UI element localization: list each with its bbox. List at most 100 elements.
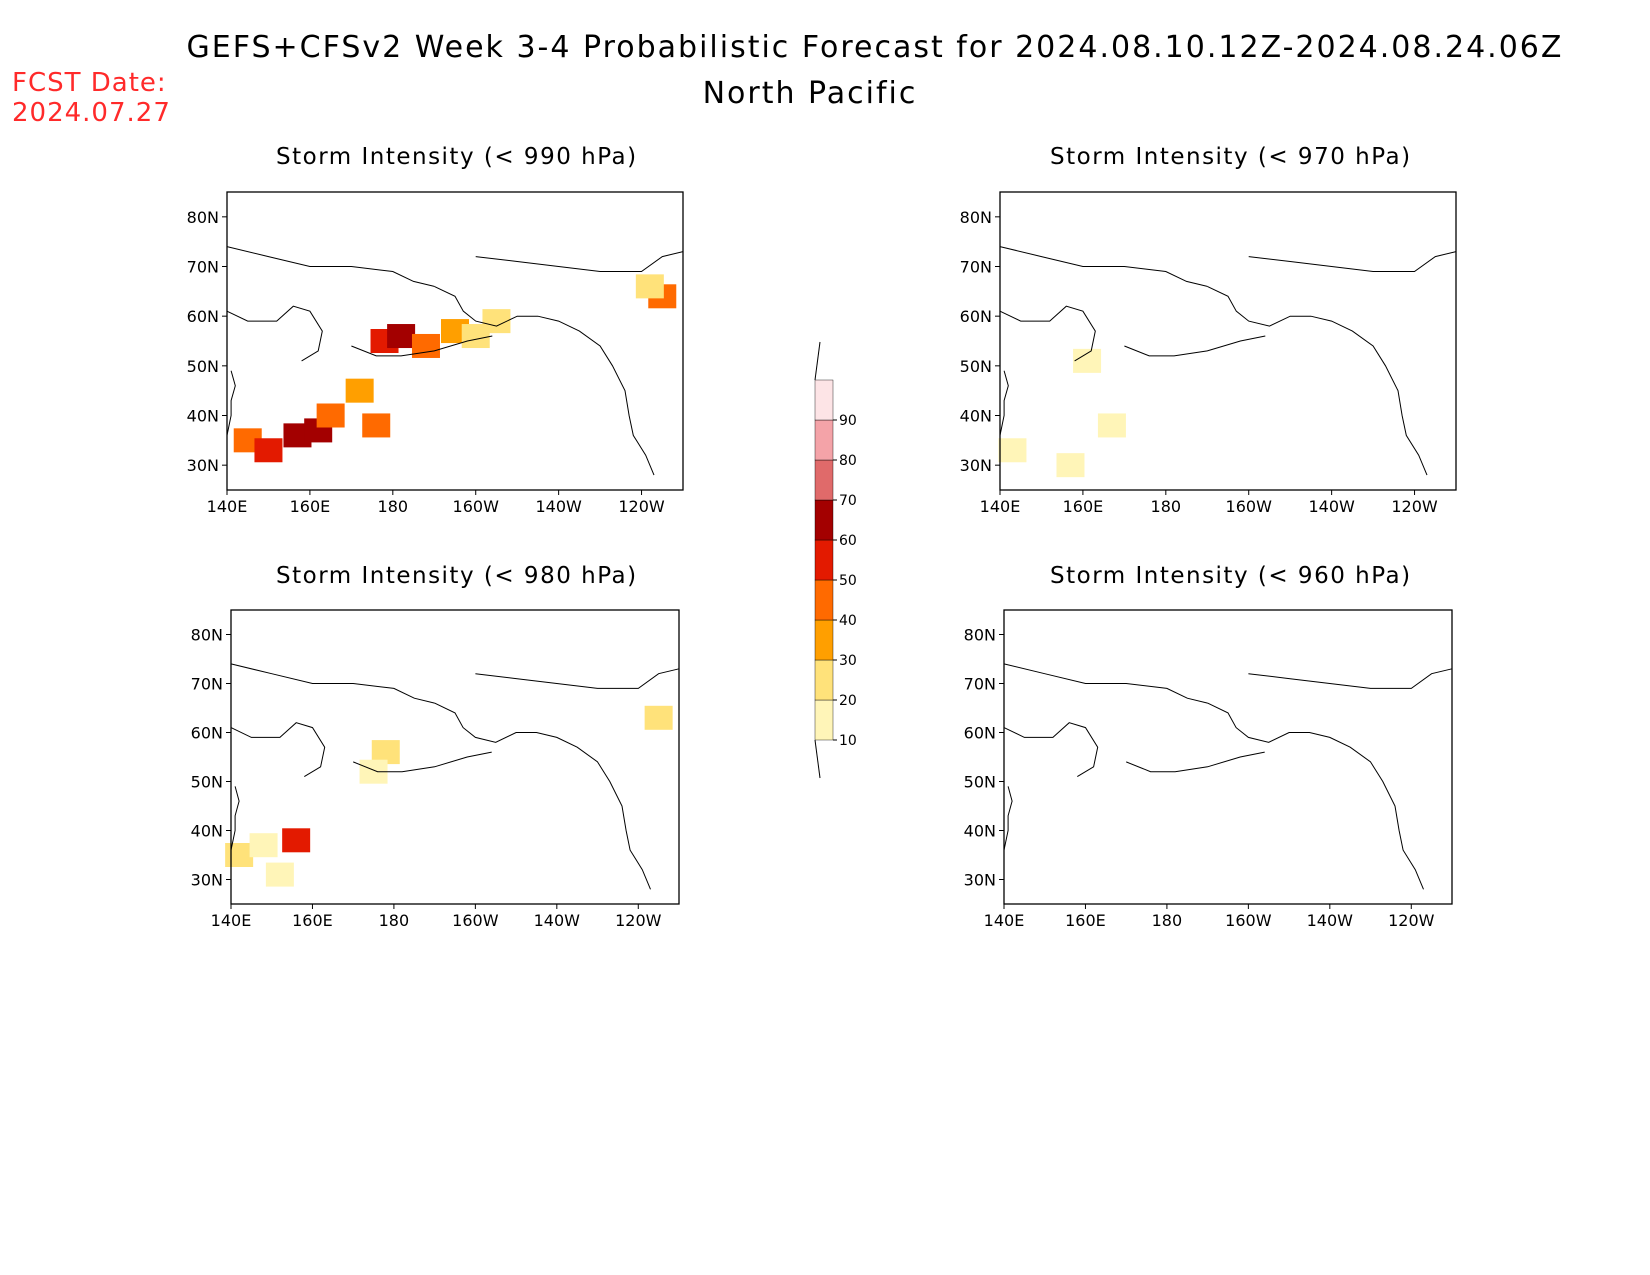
map-panel-p970: 80N 70N 60N 50N 40N 30N 140E 160E 180 160W 140W 120… [960,191,1457,516]
lat-tick-label: 40N [191,822,223,841]
coastline [230,722,326,778]
coastline [353,751,492,773]
coastline [230,663,435,704]
lat-tick-label: 70N [960,258,992,277]
panel-title-980: Storm Intensity (< 980 hPa) [276,563,638,589]
map-frame [999,191,1457,491]
colorbar-segment [814,579,834,621]
probability-patch [1097,413,1126,438]
chart-title: GEFS+CFSv2 Week 3-4 Probabilistic Foreca… [186,30,1564,65]
lat-tick-label: 40N [964,822,996,841]
coastline [999,246,1208,287]
lat-tick-label: 30N [187,456,219,475]
lon-tick-label: 160E [290,497,331,516]
probability-patch [362,413,391,438]
lon-tick-label: 140E [211,911,252,930]
lat-tick-label: 40N [960,407,992,426]
map-frame [230,609,680,905]
panel-title-960: Storm Intensity (< 960 hPa) [1050,563,1412,589]
probability-patch [644,705,673,730]
lat-tick-label: 70N [964,675,996,694]
colorbar-label: 40 [839,613,857,629]
lon-tick-label: 120W [1388,911,1435,930]
coastline [351,335,493,357]
lon-tick-label: 140E [980,497,1021,516]
probability-patch [1073,348,1102,373]
lon-tick-label: 140E [984,911,1025,930]
colorbar-label: 10 [839,733,857,749]
colorbar-segment [814,539,834,581]
lat-tick-label: 80N [187,208,219,227]
map-frame [226,191,684,491]
probability-patch [411,333,440,358]
probability-patch [249,833,278,858]
coastline [1126,751,1265,773]
map-frame [1003,609,1453,905]
lon-tick-label: 120W [618,497,665,516]
lon-tick-label: 160E [1065,911,1106,930]
coastline [475,251,684,272]
coastline [1003,786,1013,851]
lon-tick-label: 140W [535,497,582,516]
colorbar-segment [814,459,834,501]
lat-tick-label: 40N [187,407,219,426]
lon-tick-label: 160W [1225,911,1272,930]
coastline [1124,335,1266,357]
lat-tick-label: 60N [964,724,996,743]
lon-tick-label: 140W [534,911,581,930]
lon-tick-label: 180 [378,497,409,516]
coastline [434,702,651,890]
colorbar-segment [814,619,834,661]
lon-tick-label: 120W [1391,497,1438,516]
lon-tick-label: 160W [452,911,499,930]
colorbar-label: 60 [839,533,857,549]
panel-title-990: Storm Intensity (< 990 hPa) [276,144,638,170]
colorbar-label: 50 [839,573,857,589]
probability-patch [345,378,374,403]
lat-tick-label: 60N [960,307,992,326]
colorbar-label: 70 [839,493,857,509]
lat-tick-label: 70N [191,675,223,694]
probability-patch [635,274,664,299]
colorbar-segment [814,659,834,701]
coastline [434,285,655,476]
lon-tick-label: 140E [207,497,248,516]
colorbar-segment [814,499,834,541]
colorbar-segment [814,379,834,421]
probability-patch [225,843,254,867]
lon-tick-label: 140W [1308,497,1355,516]
colorbar-label: 90 [839,413,857,429]
colorbar-label: 80 [839,453,857,469]
lon-tick-label: 140W [1307,911,1354,930]
colorbar-segment [814,699,834,741]
forecast-date-label: FCST Date: [12,68,167,98]
probability-patch [387,324,416,349]
coastline [999,305,1096,362]
panel-title-970: Storm Intensity (< 970 hPa) [1050,144,1412,170]
lat-tick-label: 60N [187,307,219,326]
coastline [1003,722,1099,778]
lat-tick-label: 50N [964,773,996,792]
probability-patch [316,403,345,428]
region-subtitle: North Pacific [702,76,918,111]
lat-tick-label: 50N [187,357,219,376]
lon-tick-label: 160W [1226,497,1273,516]
lon-tick-label: 160E [292,911,333,930]
lon-tick-label: 180 [1152,911,1183,930]
coastline [1248,668,1453,689]
lon-tick-label: 180 [1151,497,1182,516]
probability-patch [998,438,1027,463]
coastline [226,246,435,287]
lat-tick-label: 70N [187,258,219,277]
lon-tick-label: 120W [615,911,662,930]
coastline [1207,702,1424,890]
lat-tick-label: 30N [964,871,996,890]
lon-tick-label: 160E [1063,497,1104,516]
lon-tick-label: 160W [453,497,500,516]
colorbar-segment [814,419,834,461]
coastline [475,668,680,689]
map-panel-p960: 80N 70N 60N 50N 40N 30N 140E 160E 180 160W 140W 120… [964,609,1453,930]
lat-tick-label: 30N [191,871,223,890]
lat-tick-label: 30N [960,456,992,475]
